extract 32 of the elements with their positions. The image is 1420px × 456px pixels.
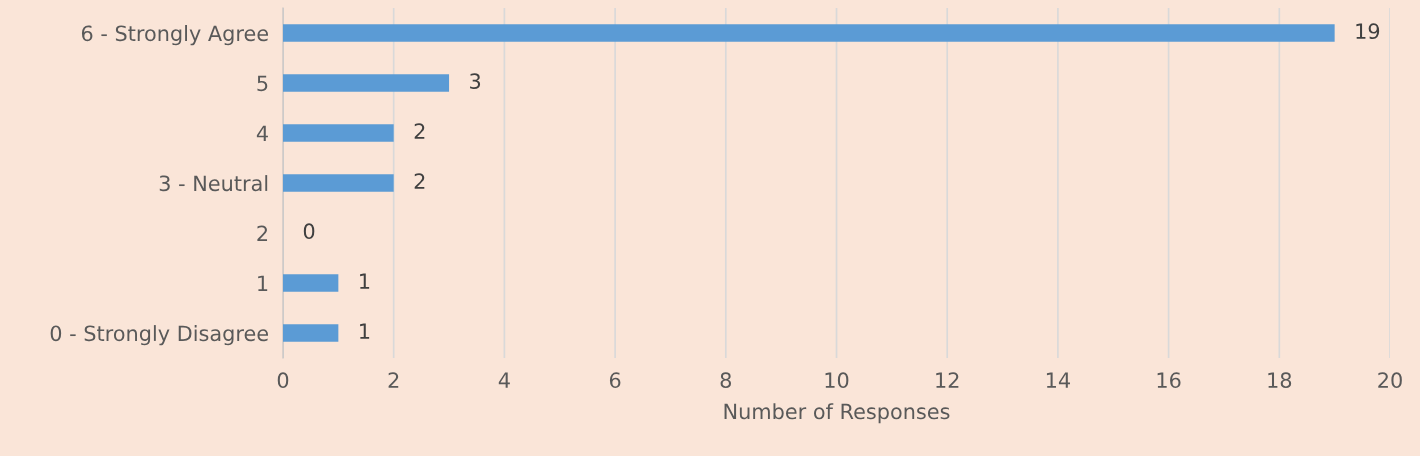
x-tick-label: 14: [1046, 372, 1070, 388]
bar: [283, 324, 339, 342]
x-tick-label: 20: [1378, 372, 1402, 389]
bar: [283, 24, 1335, 42]
x-tick-label: 18: [1268, 372, 1292, 389]
data-label: 2: [414, 123, 425, 139]
y-tick-label: 4: [256, 125, 268, 141]
data-label: 19: [1356, 23, 1380, 40]
data-label: 0: [303, 223, 315, 240]
x-tick-label: 16: [1157, 372, 1181, 389]
x-tick-label: 8: [720, 372, 731, 389]
y-tick-label: 6 - Strongly Agree: [81, 25, 268, 46]
data-label: 1: [360, 323, 370, 339]
y-tick-label: 1: [258, 275, 268, 291]
y-tick-label: 2: [257, 225, 268, 241]
x-tick-label: 10: [825, 372, 849, 389]
y-tick-label: 5: [257, 75, 268, 92]
data-label: 2: [414, 173, 425, 189]
x-axis-title: Number of Responses: [724, 403, 950, 424]
y-tick-label: 3 - Neutral: [159, 175, 268, 192]
y-tick-label: 0 - Strongly Disagree: [50, 325, 268, 346]
x-tick-label: 12: [936, 372, 959, 388]
x-tick-label: 2: [388, 372, 399, 388]
bar: [283, 274, 339, 292]
data-label: 1: [360, 273, 370, 289]
x-tick-label: 0: [277, 372, 289, 389]
bar: [283, 124, 394, 142]
bar: [283, 74, 450, 92]
x-tick-label: 4: [498, 372, 510, 388]
data-label: 3: [470, 73, 481, 90]
x-tick-label: 6: [609, 372, 621, 389]
bar: [283, 174, 394, 192]
